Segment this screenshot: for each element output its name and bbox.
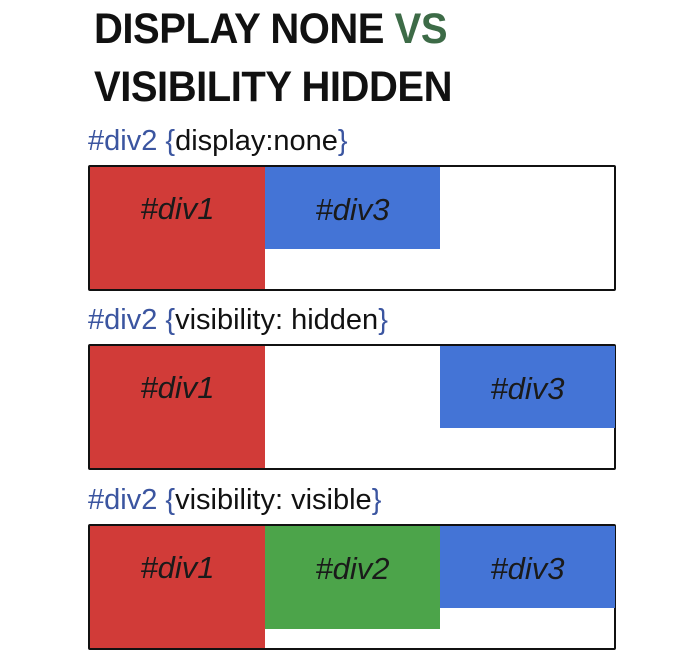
container-visibility-hidden: #div1 #div3 — [88, 344, 616, 470]
selector: #div2 — [88, 484, 158, 516]
div1-box: #div1 — [90, 167, 265, 289]
div3-box: #div3 — [440, 526, 615, 608]
div1-box: #div1 — [90, 346, 265, 468]
rule-label-display-none: #div2 {display:none} — [88, 127, 348, 156]
div3-box: #div3 — [265, 167, 440, 249]
brace-close: } — [337, 125, 348, 157]
declaration: display:none — [175, 125, 338, 157]
div3-label: #div3 — [490, 551, 565, 586]
selector: #div2 — [88, 304, 158, 336]
declaration: visibility: hidden — [175, 304, 379, 336]
div3-box: #div3 — [440, 346, 615, 428]
title-line-1: DISPLAY NONE VS — [94, 5, 448, 53]
selector: #div2 — [88, 125, 158, 157]
div1-label: #div1 — [140, 191, 215, 226]
div3-label: #div3 — [315, 192, 390, 227]
div1-label: #div1 — [140, 550, 215, 585]
container-display-none: #div1 #div3 — [88, 165, 616, 291]
title-vs: VS — [394, 5, 448, 53]
brace-open: { — [165, 304, 176, 336]
div3-label: #div3 — [490, 371, 565, 406]
div2-label: #div2 — [315, 550, 390, 586]
container-visibility-visible: #div1 #div2 #div3 — [88, 524, 616, 650]
declaration: visibility: visible — [175, 484, 372, 516]
rule-label-visibility-hidden: #div2 {visibility: hidden} — [88, 306, 388, 335]
title-line-2: VISIBILITY HIDDEN — [94, 63, 452, 111]
brace-close: } — [371, 484, 382, 516]
div2-box: #div2 — [265, 526, 440, 629]
div1-box: #div1 — [90, 526, 265, 648]
brace-open: { — [165, 125, 176, 157]
brace-close: } — [378, 304, 388, 336]
brace-open: { — [165, 484, 176, 516]
div1-label: #div1 — [140, 370, 215, 405]
rule-label-visibility-visible: #div2 {visibility: visible} — [88, 486, 381, 515]
title-display-none: DISPLAY NONE — [94, 5, 395, 53]
